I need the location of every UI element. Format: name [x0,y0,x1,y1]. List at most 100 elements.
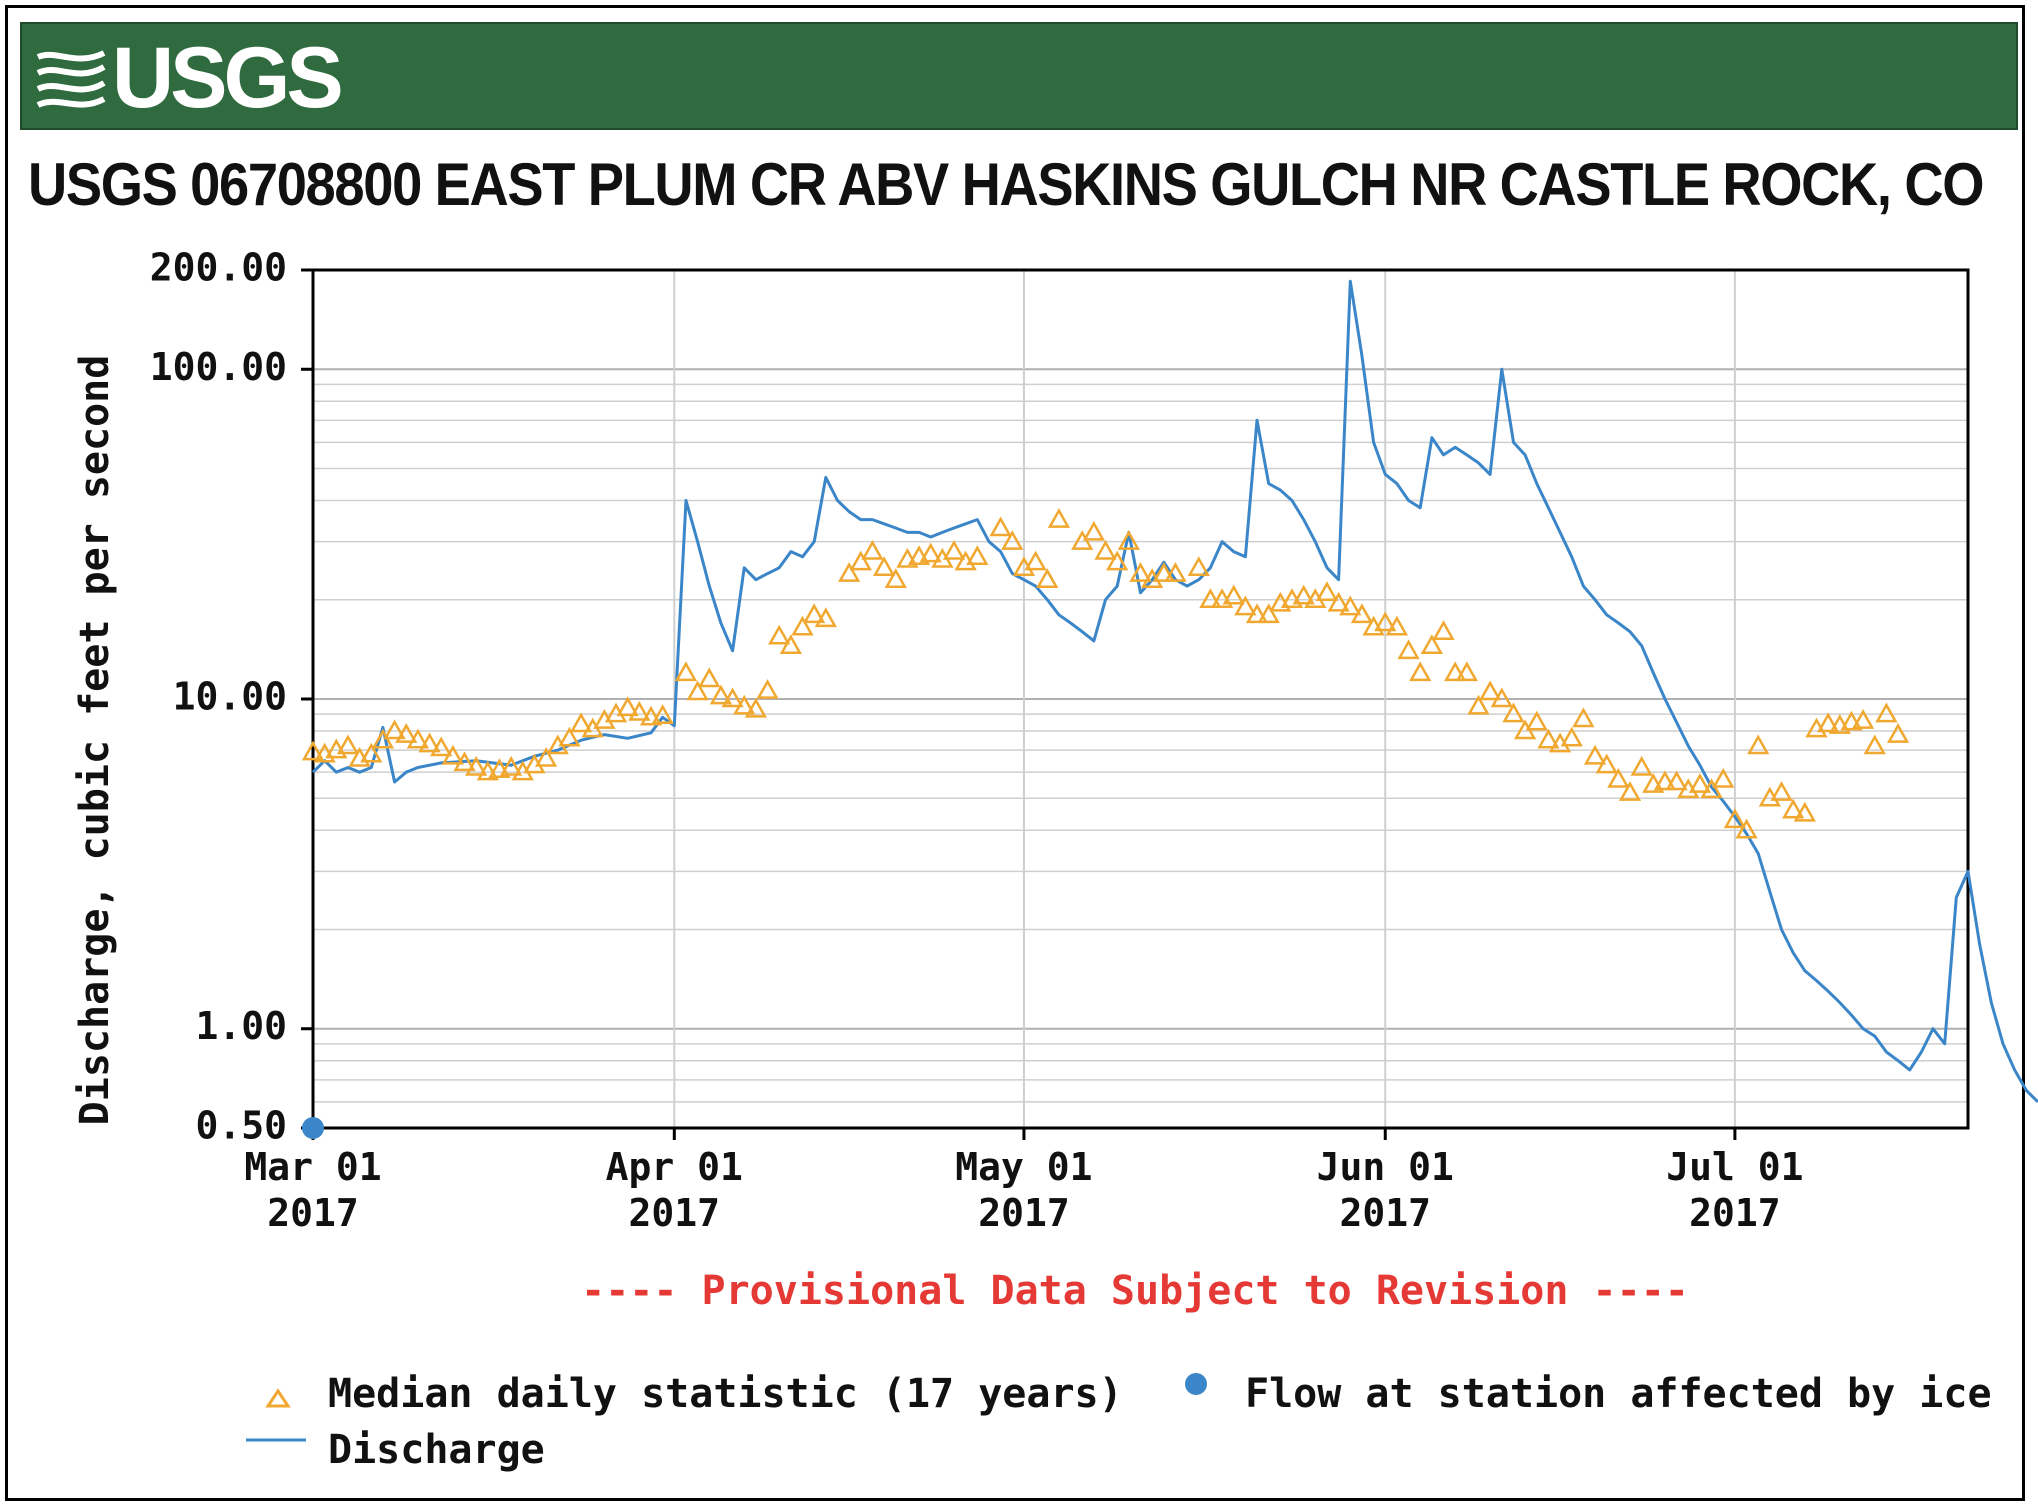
median-point [1397,639,1420,660]
median-point [1700,778,1723,799]
median-point [383,719,406,740]
y-tick-label: 200.00 [150,246,287,290]
chart-title: USGS 06708800 EAST PLUM CR ABV HASKINS G… [28,151,1984,218]
x-tick-label: Jun 01 [1317,1145,1454,1189]
legend-ice-label: Flow at station affected by ice [1245,1371,1992,1417]
median-point [1082,520,1106,541]
median-point [1851,709,1875,729]
median-point [616,696,639,717]
median-point [1094,540,1117,560]
median-point [465,755,488,776]
median-point [1525,710,1548,731]
median-point [1420,634,1444,655]
median-point [1234,595,1257,616]
usgs-logo: USGS [36,35,344,121]
median-point [1712,767,1735,788]
median-point [1047,508,1071,528]
usgs-banner: USGS [20,22,2018,130]
median-point [1187,556,1210,577]
median-point [418,732,441,753]
median-point [1479,680,1502,701]
median-point [1432,620,1455,640]
discharge-line [311,279,2038,1103]
x-tick-year-label: 2017 [1339,1191,1431,1235]
usgs-wave-icon [36,50,106,108]
median-point [768,624,791,645]
median-point [1350,603,1374,624]
median-point [779,634,802,655]
median-point [744,697,768,718]
legend-median-label: Median daily statistic (17 years) [328,1371,1123,1417]
median-point [686,680,709,701]
median-point [1164,562,1187,582]
median-point [430,736,453,757]
median-point [1653,770,1677,791]
median-point [674,661,698,682]
x-tick-year-label: 2017 [267,1191,359,1235]
median-point [639,705,663,726]
median-point [861,540,884,560]
median-point [1106,550,1129,571]
median-point [1455,661,1478,682]
median-point [1583,744,1607,765]
y-tick-label: 1.00 [195,1004,287,1048]
median-point [406,728,430,749]
y-tick-label: 10.00 [173,675,287,719]
series-layer [301,279,2038,1139]
x-tick-year-label: 2017 [629,1191,721,1235]
legend-median-triangle-icon [265,1388,291,1408]
median-point [1595,753,1618,774]
median-point [803,603,826,624]
median-point [709,684,733,705]
median-point [884,568,907,588]
y-axis-label: Discharge, cubic feet per second [72,355,118,1126]
median-point [1385,615,1409,636]
median-point [814,607,837,628]
median-point [301,740,325,761]
median-point [651,704,674,724]
median-point [733,694,756,715]
x-tick-label: May 01 [955,1145,1092,1189]
median-point [1630,755,1653,776]
median-point [1665,770,1688,791]
legend-discharge-label: Discharge [328,1427,545,1473]
median-point [837,562,861,582]
median-point [1001,530,1024,550]
median-point [1257,603,1280,624]
median-point [628,700,651,721]
ice-point [302,1117,324,1139]
y-axis-ticks: 200.00 100.00 10.00 1.00 0.50 [150,246,313,1148]
median-point [1840,710,1863,731]
median-point [1467,694,1490,715]
median-point [1688,773,1712,793]
median-point [698,667,721,688]
median-point [872,556,896,577]
median-point [1747,734,1770,755]
median-point [1409,661,1432,682]
x-tick-year-label: 2017 [978,1191,1070,1235]
median-point [1374,611,1397,632]
median-point [989,516,1012,537]
median-point [756,679,779,699]
median-point [1572,707,1595,728]
median-point [1152,562,1175,582]
median-point [534,746,558,767]
median-point [1502,702,1525,723]
median-point [1024,550,1047,571]
median-point [1618,781,1642,801]
x-tick-label: Mar 01 [244,1145,381,1189]
median-point [1875,702,1898,723]
median-point [849,550,872,571]
median-point [1560,726,1583,747]
median-point [1537,728,1560,749]
x-tick-label: Apr 01 [606,1145,743,1189]
median-point [395,723,418,743]
y-tick-label: 100.00 [150,345,287,389]
median-point [1327,591,1350,612]
median-point [1117,530,1140,550]
median-point [1339,595,1362,616]
provisional-notice: ---- Provisional Data Subject to Revisio… [581,1268,1689,1314]
median-point [1607,767,1630,788]
x-tick-label: Jul 01 [1666,1145,1803,1189]
